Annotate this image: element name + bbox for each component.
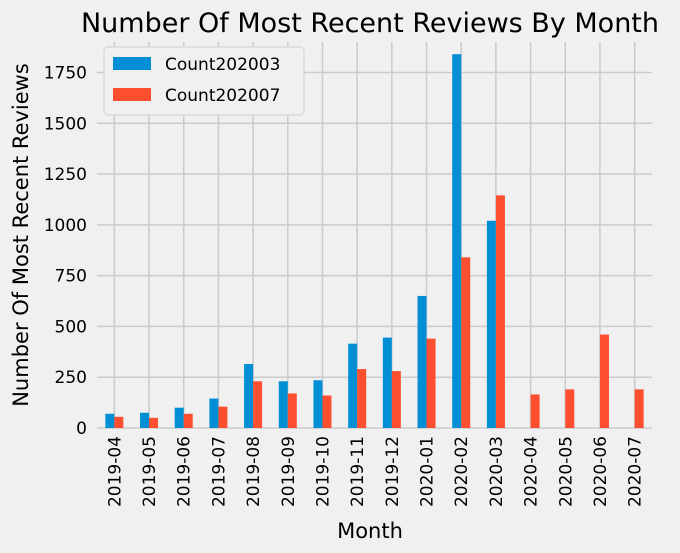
bar-count202003-2019-06 bbox=[174, 407, 184, 428]
bar-count202007-2020-05 bbox=[565, 389, 575, 428]
bar-count202003-2019-11 bbox=[348, 343, 358, 428]
bar-count202007-2019-06 bbox=[183, 413, 193, 428]
x-tick-labels: 2019-04 2019-05 2019-06 2019-07 2019-08 2019-… bbox=[105, 436, 645, 507]
y-tick-label: 0 bbox=[76, 419, 87, 439]
y-tick-label: 1750 bbox=[44, 63, 87, 83]
x-tick-label: 2019-09 bbox=[279, 436, 299, 507]
bar-count202007-2019-11 bbox=[357, 369, 367, 428]
y-tick-labels: 0 250 500 750 1000 1250 1500 1750 bbox=[44, 63, 87, 439]
bar-count202003-2020-01 bbox=[417, 295, 427, 428]
y-tick-label: 1000 bbox=[44, 216, 87, 236]
legend: Count202003 Count202007 bbox=[103, 46, 305, 116]
bar-count202007-2020-06 bbox=[599, 334, 609, 428]
x-tick-label: 2019-08 bbox=[244, 436, 264, 507]
x-tick-label: 2019-10 bbox=[313, 436, 333, 507]
x-tick-label: 2020-04 bbox=[522, 436, 542, 507]
bar-count202003-2019-08 bbox=[244, 364, 254, 428]
bars bbox=[105, 54, 644, 428]
bar-count202003-2020-03 bbox=[486, 220, 496, 428]
bar-count202003-2019-05 bbox=[140, 412, 150, 428]
bar-count202003-2019-09 bbox=[278, 381, 288, 428]
x-tick-label: 2019-12 bbox=[383, 436, 403, 507]
bar-count202007-2020-04 bbox=[530, 394, 540, 428]
x-tick-label: 2020-07 bbox=[626, 436, 646, 507]
legend-box bbox=[103, 46, 305, 116]
chart-title: Number Of Most Recent Reviews By Month bbox=[81, 8, 659, 39]
bar-count202007-2019-08 bbox=[253, 381, 263, 428]
x-tick-label: 2020-01 bbox=[418, 436, 438, 507]
x-axis-label: Month bbox=[337, 519, 403, 543]
legend-label-count202007: Count202007 bbox=[165, 86, 280, 106]
bar-count202003-2019-04 bbox=[105, 413, 115, 428]
x-tick-label: 2019-04 bbox=[105, 436, 125, 507]
bar-count202007-2019-12 bbox=[391, 371, 401, 428]
y-tick-label: 250 bbox=[55, 368, 87, 388]
legend-label-count202003: Count202003 bbox=[165, 55, 280, 75]
y-tick-label: 500 bbox=[55, 317, 87, 337]
x-tick-label: 2020-03 bbox=[487, 436, 507, 507]
x-tick-label: 2019-06 bbox=[175, 436, 195, 507]
bar-count202007-2020-03 bbox=[495, 195, 505, 428]
legend-swatch-count202007 bbox=[113, 88, 151, 101]
bar-count202003-2020-02 bbox=[452, 54, 462, 428]
x-tick-label: 2019-05 bbox=[140, 436, 160, 507]
y-axis-label: Number Of Most Recent Reviews bbox=[9, 63, 33, 407]
bar-count202007-2019-09 bbox=[287, 393, 297, 428]
bar-count202007-2020-07 bbox=[634, 389, 644, 428]
bar-count202007-2019-05 bbox=[149, 417, 159, 428]
x-tick-label: 2019-11 bbox=[348, 436, 368, 507]
x-tick-label: 2020-05 bbox=[556, 436, 576, 507]
x-tick-label: 2020-02 bbox=[452, 436, 472, 507]
legend-swatch-count202003 bbox=[113, 57, 151, 70]
bar-count202007-2019-07 bbox=[218, 406, 228, 428]
y-tick-label: 750 bbox=[55, 267, 87, 287]
y-tick-label: 1500 bbox=[44, 114, 87, 134]
bar-count202007-2019-04 bbox=[114, 416, 124, 428]
bar-count202003-2019-10 bbox=[313, 380, 323, 428]
bar-count202003-2019-12 bbox=[382, 337, 392, 428]
x-tick-label: 2020-06 bbox=[591, 436, 611, 507]
x-tick-label: 2019-07 bbox=[209, 436, 229, 507]
bar-count202007-2019-10 bbox=[322, 395, 332, 428]
bar-count202003-2019-07 bbox=[209, 398, 219, 428]
bar-count202007-2020-02 bbox=[461, 257, 471, 428]
bar-count202007-2020-01 bbox=[426, 338, 436, 428]
y-tick-label: 1250 bbox=[44, 165, 87, 185]
